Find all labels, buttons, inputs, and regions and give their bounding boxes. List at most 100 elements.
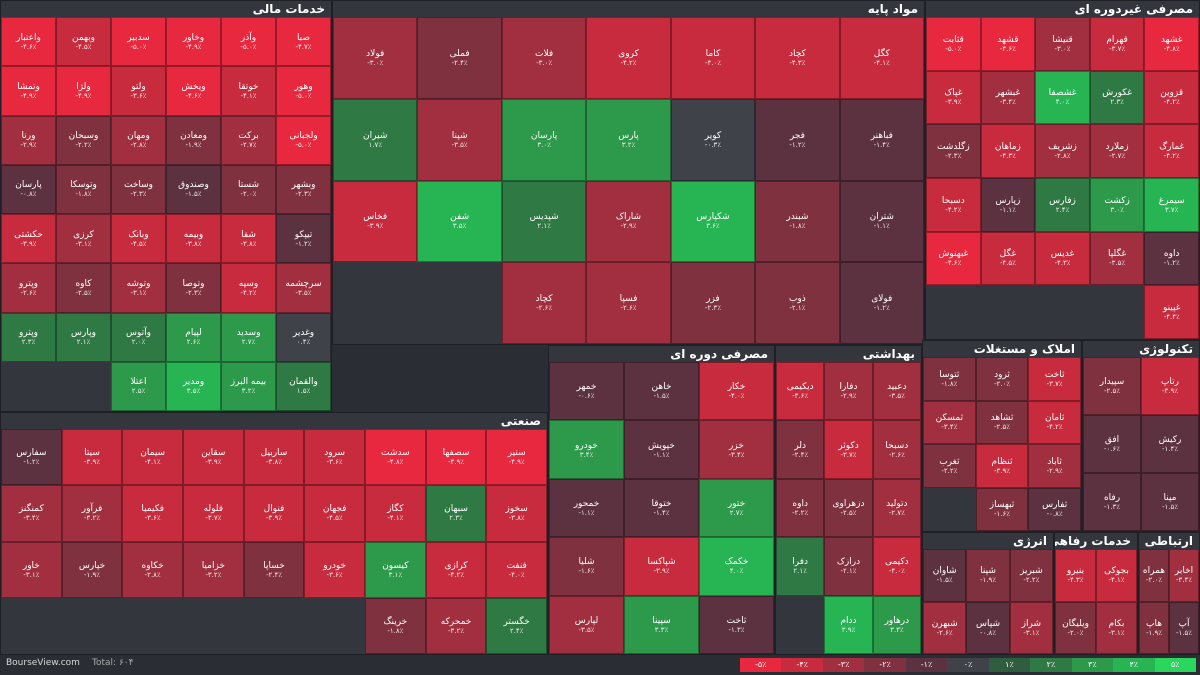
stock-tile[interactable]: شپدیس ۲.۱٪ [501,180,587,263]
stock-tile[interactable]: خزر -۳.۴٪ [699,420,774,479]
stock-tile[interactable]: ثتوسا -۱.۸٪ [923,357,976,401]
stock-tile[interactable]: شلیا -۱.۶٪ [549,537,624,596]
stock-tile[interactable]: وآتوس ۲.۰٪ [111,312,166,362]
stock-tile[interactable]: شستا -۲.۰٪ [221,164,276,214]
stock-tile[interactable]: کرزی -۳.۱٪ [56,214,111,264]
stock-tile[interactable]: زپارس -۱.۱٪ [980,178,1036,232]
stock-tile[interactable]: ساربیل -۳.۸٪ [243,429,305,486]
stock-tile[interactable]: ومهان -۲.۸٪ [111,115,166,165]
stock-tile[interactable]: سصفها -۴.۹٪ [425,429,487,486]
stock-tile[interactable]: ددام ۳.۹٪ [824,595,873,654]
stock-tile[interactable]: ثشاهد -۲.۵٪ [975,400,1029,444]
stock-tile[interactable]: ومعادن -۱.۹٪ [166,115,221,165]
stock-tile[interactable]: ذوب -۲.۱٪ [755,262,840,344]
site-name[interactable]: BourseView.com [6,658,80,668]
stock-tile[interactable]: ورنا -۲.۹٪ [1,115,56,165]
stock-tile[interactable]: غپینو -۴.۴٪ [1144,285,1199,339]
stock-tile[interactable]: سخوز -۳.۸٪ [486,485,547,542]
stock-tile[interactable]: فباهنر -۱.۴٪ [839,98,924,181]
stock-tile[interactable]: غمارگ -۴.۲٪ [1144,124,1199,178]
stock-tile[interactable]: وسبحان -۲.۲٪ [56,115,111,165]
stock-tile[interactable]: پارس ۳.۲٪ [586,98,671,181]
stock-tile[interactable]: وپترو ۲.۳٪ [1,312,56,362]
stock-tile[interactable]: ثاخت -۳.۷٪ [1028,357,1081,401]
stock-tile[interactable]: دکیمی -۴.۰٪ [872,537,921,596]
stock-tile[interactable]: ثنظام -۳.۹٪ [975,444,1029,488]
stock-tile[interactable]: وغدیر ۰.۴٪ [276,312,331,362]
stock-tile[interactable]: قشهد -۴.۶٪ [980,17,1036,71]
stock-tile[interactable]: مپنا -۱.۵٪ [1141,473,1199,531]
stock-tile[interactable]: وصندوق -۱.۵٪ [166,164,221,214]
stock-tile[interactable]: شپاکسا -۳.۹٪ [624,537,699,596]
stock-tile[interactable]: خمهر -۰.۶٪ [549,362,624,421]
stock-tile[interactable]: درازک -۲.۱٪ [824,537,873,596]
stock-tile[interactable]: خکاوه -۲.۸٪ [122,541,183,598]
stock-tile[interactable]: شاراک -۲.۹٪ [586,180,671,263]
stock-tile[interactable]: دکوثر -۳.۷٪ [824,420,873,479]
stock-tile[interactable]: زماهان -۴.۳٪ [980,124,1036,178]
stock-tile[interactable]: کروی -۴.۲٪ [586,17,671,99]
stock-tile[interactable]: دیکیمی -۳.۶٪ [776,362,825,421]
stock-tile[interactable]: دزهراوی -۲.۵٪ [824,478,873,538]
stock-tile[interactable]: غبهنوش -۴.۶٪ [926,231,981,286]
stock-tile[interactable]: سپیدار -۲.۵٪ [1083,357,1141,415]
stock-tile[interactable]: داوه -۲.۲٪ [776,478,825,538]
stock-tile[interactable]: فلوله -۳.۷٪ [183,485,244,542]
stock-tile[interactable]: آپ -۱.۵٪ [1169,601,1199,654]
stock-tile[interactable]: صبا -۴.۷٪ [276,17,331,67]
stock-tile[interactable]: زشریف -۲.۸٪ [1035,124,1090,178]
stock-tile[interactable]: بکام -۳.۱٪ [1096,601,1137,654]
stock-tile[interactable]: خرینگ -۱.۸٪ [365,597,426,654]
stock-tile[interactable]: ثرود -۲.۰٪ [975,357,1029,401]
stock-tile[interactable]: زفارس ۲.۴٪ [1035,178,1090,232]
stock-tile[interactable]: خکمک ۴.۰٪ [699,537,774,596]
stock-tile[interactable]: وبیمه -۳.۸٪ [166,214,221,264]
stock-tile[interactable]: داوه -۱.۲٪ [1144,231,1199,286]
stock-tile[interactable]: قثابت -۵.۰٪ [926,17,981,71]
stock-tile[interactable]: غبشهر -۳.۴٪ [980,70,1036,125]
stock-tile[interactable]: شبندر -۱.۸٪ [755,180,840,263]
stock-tile[interactable]: سرود -۳.۶٪ [304,429,365,486]
stock-tile[interactable]: فزر -۲.۳٪ [670,262,756,344]
stock-tile[interactable]: خاور -۳.۱٪ [1,541,62,598]
stock-tile[interactable]: فلات -۳.۰٪ [501,17,587,99]
stock-tile[interactable]: وآذر -۵.۰٪ [221,17,276,67]
sector-communication[interactable]: ارتباطی اخابر -۳.۴٪ همراه -۲.۰٪ آپ -۱.۵٪ هاپ -۱.… [1138,532,1200,655]
stock-tile[interactable]: افق -۰.۶٪ [1083,415,1141,473]
stock-tile[interactable]: غپاک -۳.۹٪ [926,70,981,125]
stock-tile[interactable]: فخاس -۳.۹٪ [333,180,418,263]
stock-tile[interactable]: دفارا -۲.۹٪ [824,362,873,421]
stock-tile[interactable]: بیمه البرز ۳.۲٪ [221,361,276,411]
stock-tile[interactable]: شفا -۳.۸٪ [221,214,276,264]
stock-tile[interactable]: شبهرن -۲.۶٪ [923,601,967,654]
stock-tile[interactable]: فملی -۲.۴٪ [417,17,502,99]
stock-tile[interactable]: وتوصا -۲.۳٪ [166,263,221,313]
stock-tile[interactable]: غگلپا -۳.۵٪ [1089,231,1145,286]
stock-tile[interactable]: غکورش ۲.۳٪ [1089,70,1145,125]
stock-tile[interactable]: تیپکو -۱.۲٪ [276,214,331,264]
stock-tile[interactable]: سرچشمه -۳.۵٪ [276,263,331,313]
stock-tile[interactable]: وهور -۵.۰٪ [276,66,331,116]
stock-tile[interactable]: شبریز -۲.۲٪ [1009,549,1053,602]
stock-tile[interactable]: وبانک -۴.۵٪ [111,214,166,264]
stock-tile[interactable]: ثامان -۴.۲٪ [1028,400,1081,444]
stock-tile[interactable]: واعتبار -۴.۶٪ [1,17,56,67]
stock-tile[interactable]: سیتا -۳.۹٪ [61,429,123,486]
stock-tile[interactable]: لپیام ۲.۶٪ [166,312,221,362]
stock-tile[interactable]: سنیر -۴.۹٪ [486,429,547,486]
stock-tile[interactable]: وتوسکا -۱.۸٪ [56,164,111,214]
stock-tile[interactable]: ویلیگان -۲.۰٪ [1055,601,1096,654]
stock-tile[interactable]: سپینا ۳.۳٪ [624,595,699,654]
stock-tile[interactable]: خساپا -۲.۴٪ [243,541,305,598]
stock-tile[interactable]: غگل -۴.۵٪ [980,231,1036,286]
stock-tile[interactable]: ومدیر ۳.۵٪ [166,361,221,411]
stock-tile[interactable]: فنفت -۴.۰٪ [486,541,547,598]
stock-tile[interactable]: سدشت -۴.۸٪ [365,429,426,486]
stock-tile[interactable]: وتمشا -۴.۹٪ [1,66,56,116]
stock-tile[interactable]: کمنگنز -۳.۴٪ [1,485,62,542]
stock-tile[interactable]: رکیش -۱.۴٪ [1141,415,1199,473]
stock-tile[interactable]: فسپا -۲.۶٪ [586,262,671,344]
stock-tile[interactable]: رتاپ -۳.۹٪ [1141,357,1199,415]
stock-tile[interactable]: کچاد -۲.۶٪ [501,262,587,344]
stock-tile[interactable]: قهرام -۳.۷٪ [1089,17,1145,71]
